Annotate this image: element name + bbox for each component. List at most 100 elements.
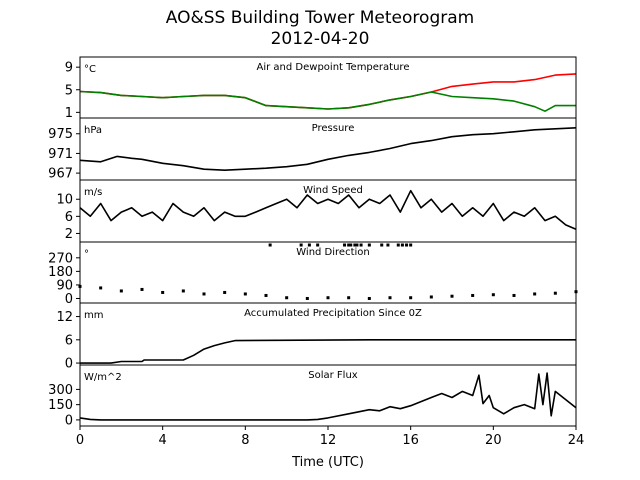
panel-title: Wind Speed — [303, 185, 363, 196]
y-tick-label: 6 — [65, 333, 73, 348]
panel-5: 0 6 12 Accumulated Precipitation Since 0Z mm — [56, 302, 577, 372]
data-point — [388, 296, 392, 300]
panel-unit: W/m^2 — [84, 372, 122, 383]
panel-unit: mm — [84, 310, 103, 321]
y-tick-label: 180 — [48, 265, 73, 280]
y-tick: 975 — [48, 127, 80, 142]
y-tick-label: 9 — [65, 61, 73, 76]
series-line — [79, 372, 577, 421]
data-point — [343, 243, 347, 247]
data-point — [99, 286, 103, 290]
y-tick-label: 0 — [65, 292, 73, 307]
series-line — [79, 73, 577, 110]
data-point — [119, 289, 123, 293]
y-tick-label: 971 — [48, 147, 73, 162]
panel-unit: ° — [84, 249, 89, 260]
panel-title: Accumulated Precipitation Since 0Z — [244, 308, 422, 319]
data-point — [161, 290, 165, 294]
x-axis-label: Time (UTC) — [291, 455, 364, 470]
y-tick: 2 — [65, 227, 80, 242]
y-tick-label: 1 — [65, 106, 73, 121]
y-tick: 12 — [56, 310, 80, 325]
y-tick: 967 — [48, 167, 80, 182]
series-line — [80, 338, 576, 364]
y-tick: 0 — [65, 292, 80, 307]
y-tick-label: 0 — [65, 357, 73, 372]
data-point — [307, 243, 311, 247]
panel-unit: hPa — [84, 125, 102, 136]
data-point — [409, 296, 413, 300]
chart-subtitle: 2012-04-20 — [270, 29, 370, 49]
x-tick-label: 8 — [241, 433, 249, 448]
y-tick: 270 — [48, 251, 80, 266]
data-point — [305, 296, 309, 300]
data-point — [347, 243, 351, 247]
y-tick: 6 — [65, 210, 80, 225]
y-tick: 90 — [56, 278, 80, 293]
x-tick-label: 24 — [568, 433, 585, 448]
x-tick: 20 — [485, 426, 502, 448]
y-tick-label: 967 — [48, 167, 73, 182]
data-point — [264, 293, 268, 297]
data-point — [533, 292, 537, 296]
y-tick-label: 975 — [48, 127, 73, 142]
x-tick-label: 16 — [402, 433, 419, 448]
y-tick-label: 2 — [65, 227, 73, 242]
y-tick-label: 270 — [48, 251, 73, 266]
x-tick-label: 20 — [485, 433, 502, 448]
x-tick: 4 — [159, 426, 167, 448]
x-tick: 24 — [568, 426, 585, 448]
data-point — [450, 294, 454, 298]
y-tick-label: 5 — [65, 83, 73, 98]
data-point — [409, 243, 413, 247]
data-point — [367, 243, 371, 247]
y-tick: 971 — [48, 147, 80, 162]
data-point — [367, 296, 371, 300]
data-point — [400, 243, 404, 247]
data-point — [181, 289, 185, 293]
y-tick: 150 — [48, 398, 80, 413]
data-point — [243, 292, 247, 296]
panel-1: 1 5 9 Air and Dewpoint Temperature °C — [65, 56, 577, 121]
data-point — [380, 243, 384, 247]
series-line — [79, 127, 577, 171]
data-point — [359, 243, 363, 247]
series-line — [79, 90, 576, 112]
data-point — [353, 243, 357, 247]
y-tick-label: 300 — [48, 383, 73, 398]
y-tick-label: 0 — [65, 413, 73, 428]
x-tick: 8 — [241, 426, 249, 448]
panel-title: Wind Direction — [296, 247, 370, 258]
data-point — [355, 243, 359, 247]
data-point — [326, 296, 330, 300]
data-point — [405, 243, 409, 247]
y-tick-label: 6 — [65, 210, 73, 225]
data-point — [299, 243, 303, 247]
data-point — [553, 291, 557, 295]
data-point — [429, 295, 433, 299]
data-point — [202, 292, 206, 296]
y-tick: 1 — [65, 106, 80, 121]
y-tick: 10 — [56, 193, 80, 208]
data-point — [471, 293, 475, 297]
data-point — [285, 296, 289, 300]
data-point — [316, 243, 320, 247]
data-point — [347, 296, 351, 300]
panel-title: Pressure — [312, 123, 355, 134]
data-point — [386, 243, 390, 247]
y-tick-label: 10 — [56, 193, 73, 208]
data-point — [396, 243, 400, 247]
y-tick: 180 — [48, 265, 80, 280]
y-tick: 300 — [48, 383, 80, 398]
data-point — [140, 287, 144, 291]
data-point — [491, 293, 495, 297]
data-point — [512, 293, 516, 297]
panel-2: 967 971 975 Pressure hPa — [48, 117, 577, 182]
x-tick-label: 0 — [76, 433, 84, 448]
panel-3: 2 6 10 Wind Speed m/s — [56, 179, 577, 243]
x-tick: 16 — [402, 426, 419, 448]
series-line — [79, 189, 577, 230]
